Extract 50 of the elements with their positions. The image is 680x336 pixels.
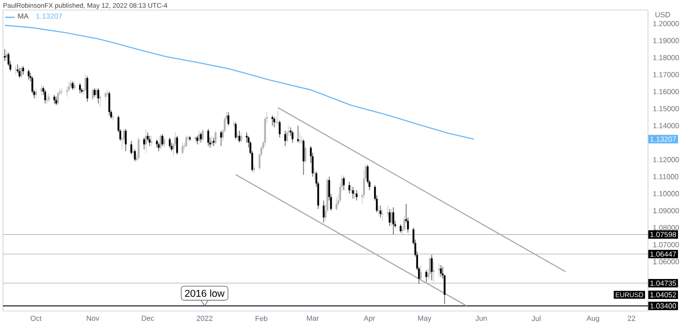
candlestick xyxy=(440,264,442,278)
candlestick xyxy=(79,82,81,94)
candlestick xyxy=(84,74,86,92)
annotation: 2016 low xyxy=(185,290,225,297)
candlestick xyxy=(162,134,164,146)
candlestick xyxy=(356,190,358,201)
candlestick xyxy=(297,125,299,143)
candlestick xyxy=(44,90,46,104)
candlestick xyxy=(227,112,230,126)
candlestick xyxy=(138,137,140,160)
candlestick xyxy=(14,66,18,75)
candlestick xyxy=(176,136,178,155)
candlestick xyxy=(388,208,391,226)
candlestick xyxy=(132,148,134,158)
candlestick xyxy=(220,130,222,146)
candlestick xyxy=(200,132,202,143)
candlestick xyxy=(46,94,48,104)
candlestick xyxy=(112,113,114,121)
candlestick xyxy=(336,196,338,211)
candlestick xyxy=(160,134,162,150)
candlestick xyxy=(232,120,236,128)
candlestick xyxy=(236,132,238,142)
candlestick xyxy=(429,256,431,279)
candlestick xyxy=(57,91,59,106)
candlestick xyxy=(74,81,76,90)
candlestick xyxy=(238,130,240,143)
candlestick xyxy=(4,48,6,62)
candlestick xyxy=(182,142,184,155)
candlestick xyxy=(253,164,255,174)
candlestick xyxy=(298,132,302,145)
candlestick xyxy=(150,136,152,146)
candlestick xyxy=(304,146,306,164)
line-series xyxy=(4,24,474,140)
candlestick xyxy=(390,208,392,226)
candlestick xyxy=(18,68,20,78)
candlestick xyxy=(99,94,102,108)
candlestick xyxy=(292,130,294,143)
candlestick xyxy=(380,205,382,218)
candlestick xyxy=(438,263,440,278)
candlestick xyxy=(432,261,435,282)
candlestick xyxy=(352,186,354,199)
candlestick xyxy=(214,130,216,145)
candlestick xyxy=(302,139,304,176)
candlestick xyxy=(148,136,151,146)
candlestick xyxy=(40,84,42,96)
candlestick xyxy=(96,88,98,99)
candlestick xyxy=(28,69,30,80)
candlestick xyxy=(271,115,274,126)
candlestick xyxy=(35,88,37,99)
candlestick xyxy=(143,137,146,150)
